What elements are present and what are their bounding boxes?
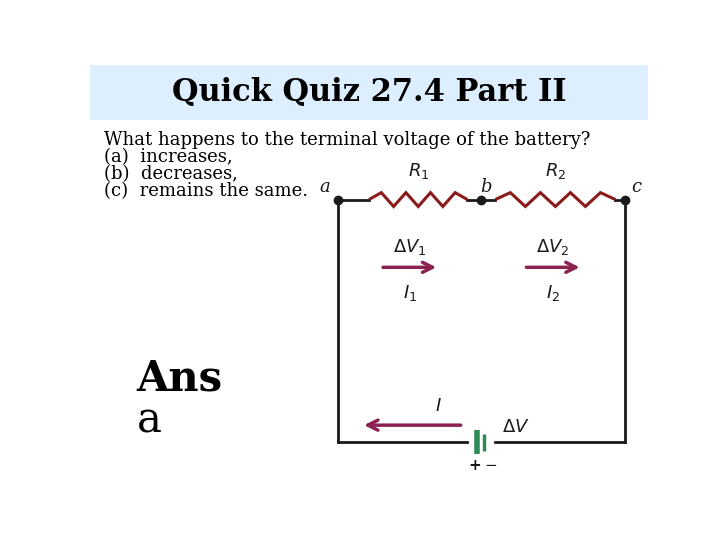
Text: Quick Quiz 27.4 Part II: Quick Quiz 27.4 Part II [171, 77, 567, 108]
Text: a: a [137, 400, 161, 442]
Text: −: − [485, 457, 497, 472]
Text: (a)  increases,: (a) increases, [104, 148, 233, 166]
Text: What happens to the terminal voltage of the battery?: What happens to the terminal voltage of … [104, 131, 590, 149]
Text: $R_1$: $R_1$ [408, 161, 429, 181]
Text: Ans: Ans [137, 357, 222, 400]
Text: $\Delta V$: $\Delta V$ [502, 418, 529, 436]
Text: (b)  decreases,: (b) decreases, [104, 165, 238, 183]
Text: $I_2$: $I_2$ [546, 283, 560, 303]
Text: $\Delta V_1$: $\Delta V_1$ [393, 237, 426, 257]
FancyBboxPatch shape [90, 65, 648, 120]
Text: a: a [320, 178, 330, 197]
Text: $\Delta V_2$: $\Delta V_2$ [536, 237, 570, 257]
Text: $I$: $I$ [436, 397, 442, 415]
Text: $R_2$: $R_2$ [545, 161, 566, 181]
Text: +: + [469, 457, 482, 472]
Text: c: c [631, 178, 641, 197]
Text: $I_1$: $I_1$ [402, 283, 417, 303]
Text: b: b [480, 178, 491, 195]
Text: (c)  remains the same.: (c) remains the same. [104, 182, 308, 200]
